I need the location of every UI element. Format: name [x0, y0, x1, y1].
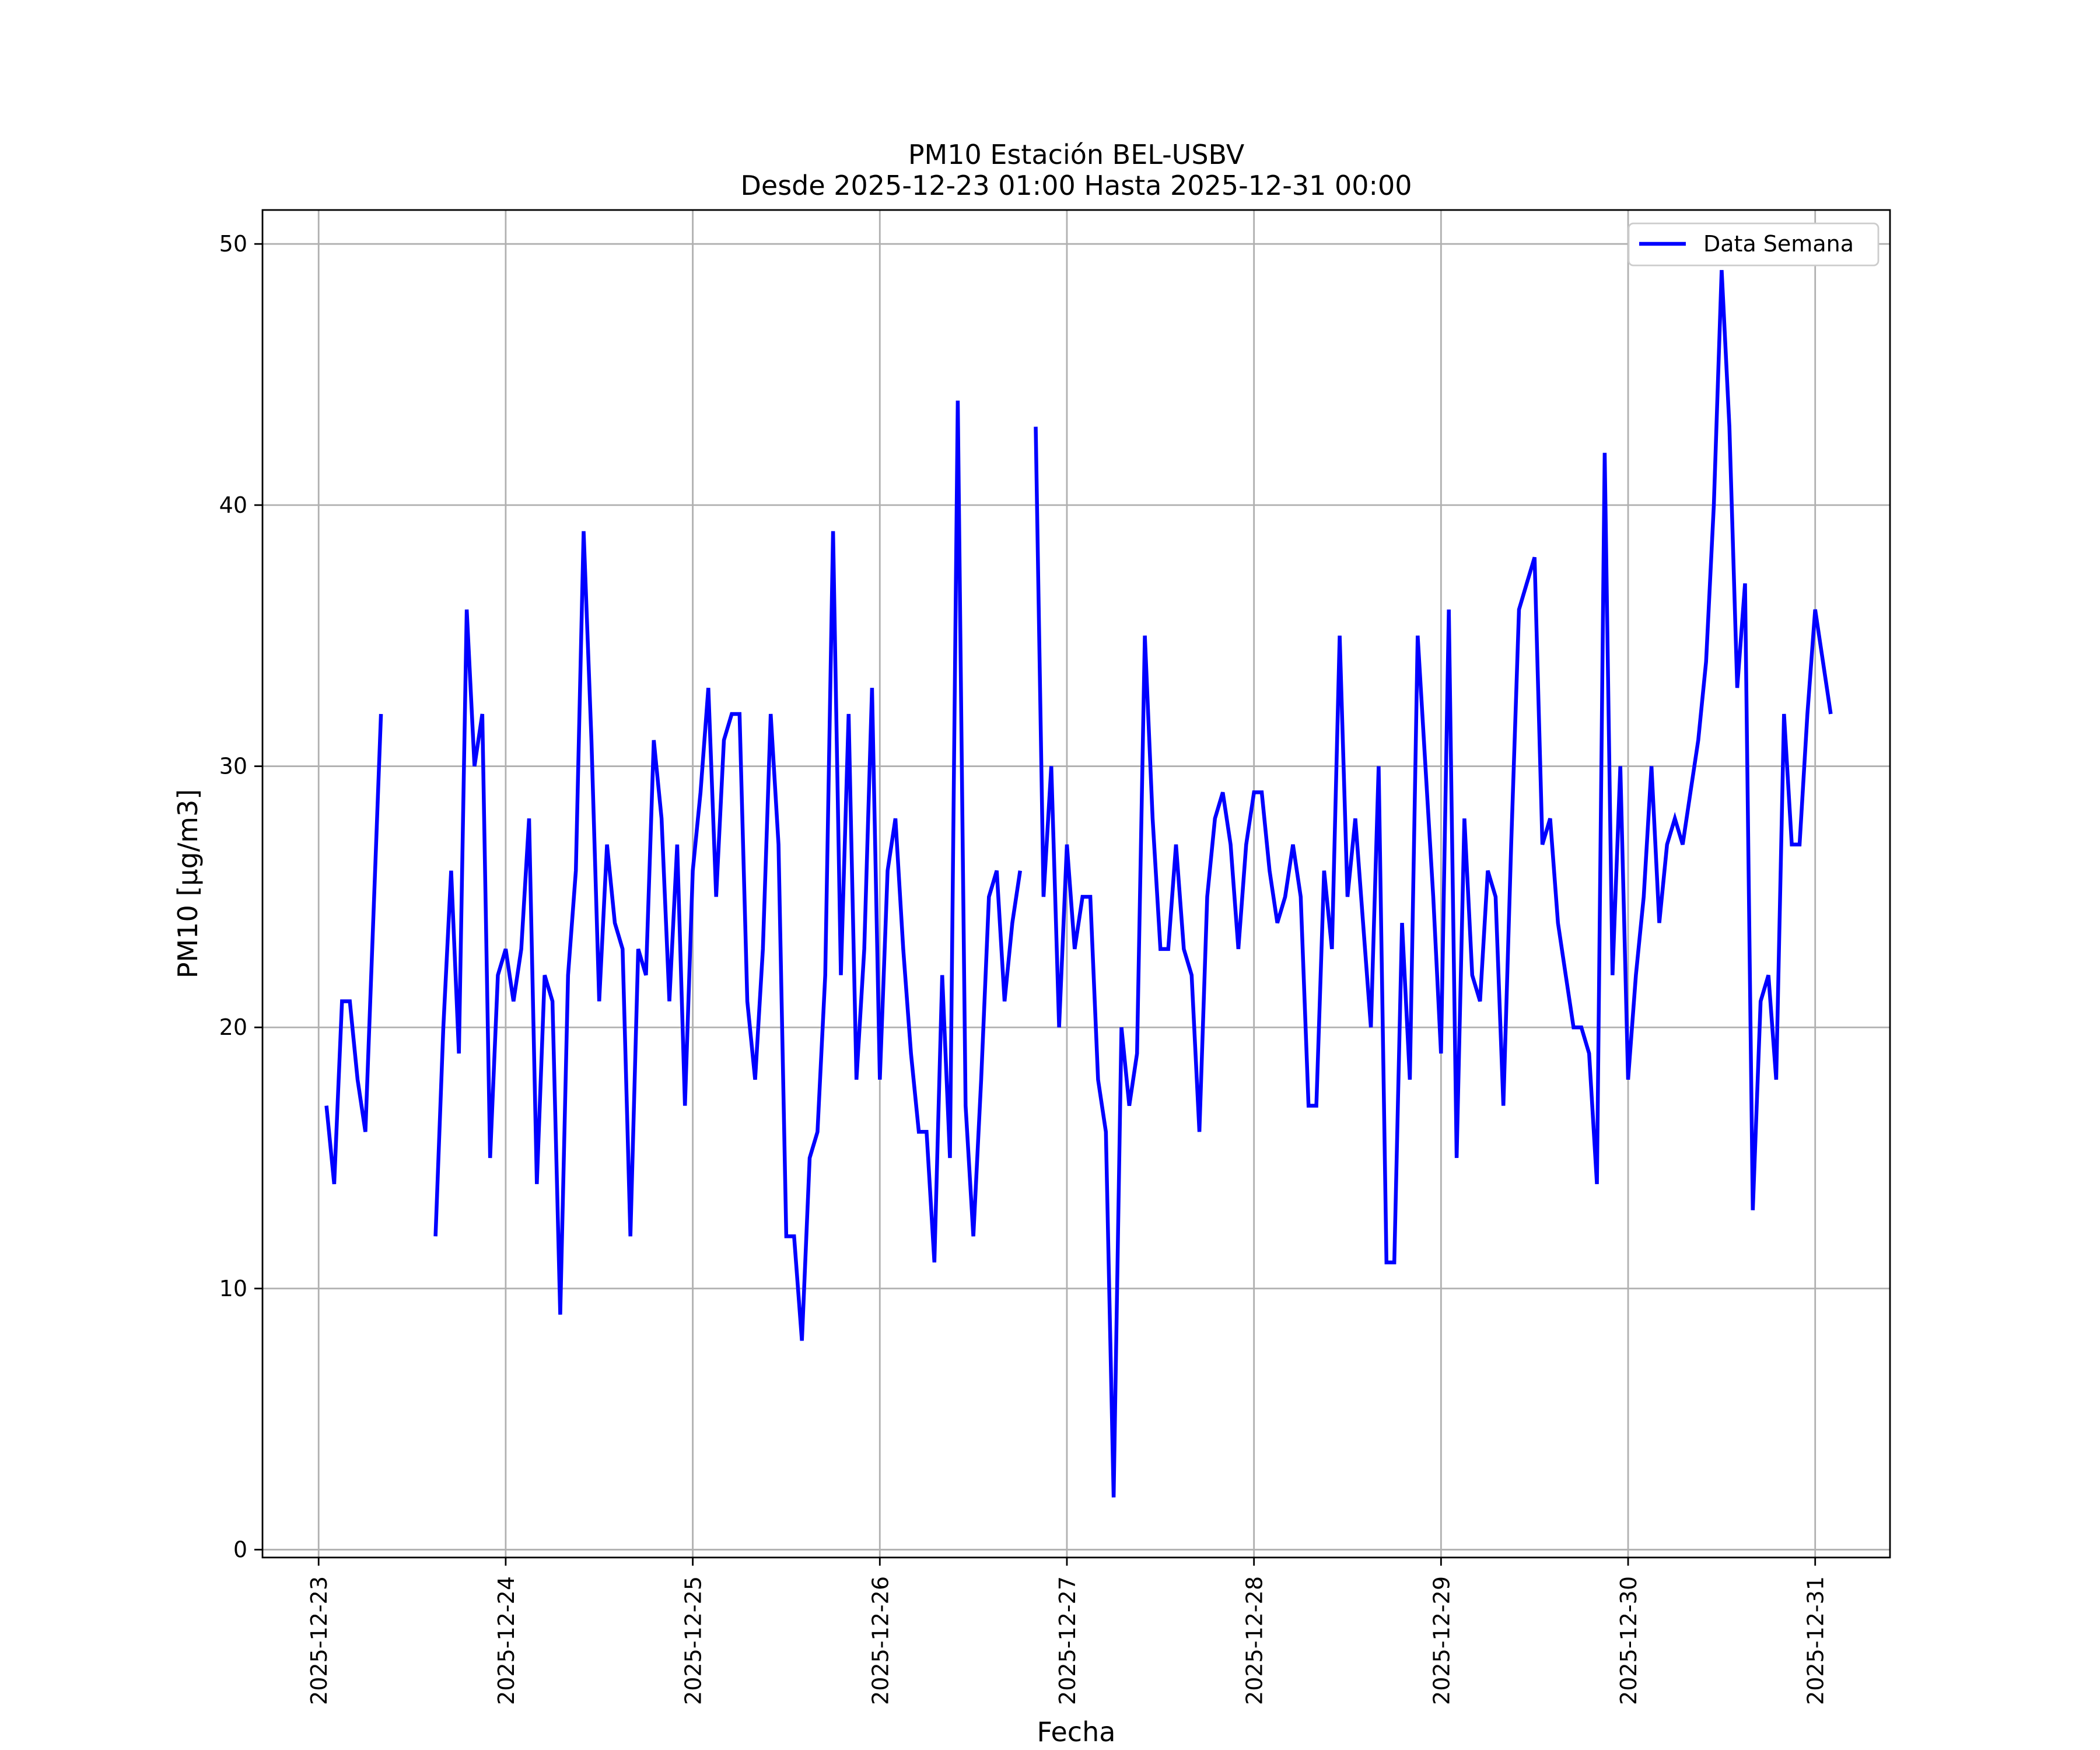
x-tick-label: 2025-12-28: [1242, 1576, 1268, 1705]
x-tick-label: 2025-12-31: [1803, 1576, 1829, 1705]
y-tick-label: 0: [233, 1537, 247, 1563]
y-tick-label: 40: [219, 492, 247, 518]
legend-label-data-semana: Data Semana: [1703, 231, 1854, 257]
plot-area: [262, 210, 1890, 1558]
x-axis: 2025-12-23 2025-12-24 2025-12-25 2025-12-26…: [306, 1558, 1829, 1705]
x-tick-label: 2025-12-25: [681, 1576, 706, 1705]
y-tick-label: 20: [219, 1014, 247, 1040]
x-tick-label: 2025-12-26: [867, 1576, 893, 1705]
y-tick-label: 30: [219, 754, 247, 779]
grid: [262, 210, 1890, 1558]
series-layer: [324, 270, 1833, 1498]
plot-frame: [261, 209, 1891, 1559]
chart-title: PM10 Estación BEL-USBV: [908, 139, 1245, 170]
legend: Data Semana: [1628, 222, 1880, 267]
x-axis-label: Fecha: [1037, 1716, 1116, 1748]
x-tick-label: 2025-12-30: [1616, 1576, 1642, 1705]
y-tick-label: 50: [219, 231, 247, 257]
y-axis: 0 10 20 30 40 50: [219, 231, 262, 1563]
x-tick-label: 2025-12-23: [306, 1576, 332, 1705]
legend-box: [1628, 222, 1880, 267]
x-tick-label: 2025-12-29: [1429, 1576, 1454, 1705]
y-tick-label: 10: [219, 1276, 247, 1301]
chart-subtitle: Desde 2025-12-23 01:00 Hasta 2025-12-31 …: [740, 170, 1412, 201]
x-tick-label: 2025-12-27: [1055, 1576, 1080, 1705]
series-line-data-semana: [324, 270, 1833, 1498]
x-tick-label: 2025-12-24: [494, 1576, 519, 1705]
y-axis-label: PM10 [μg/m3]: [172, 789, 204, 979]
